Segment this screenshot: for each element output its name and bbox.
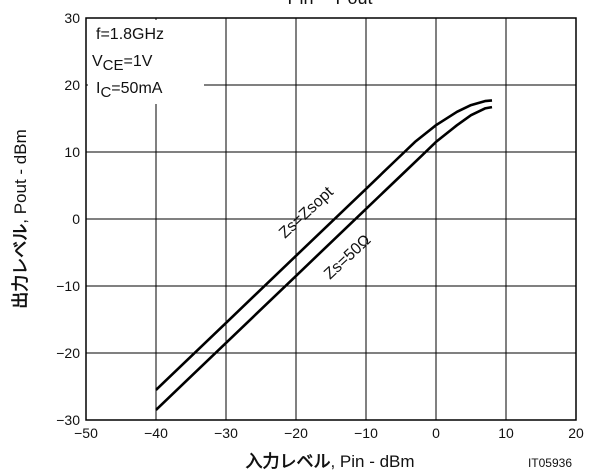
x-tick-label: −20 (284, 425, 308, 441)
x-tick-label: 0 (432, 425, 440, 441)
vce-condition: VCE=1V (92, 53, 153, 74)
series-line-50ohm (155, 105, 493, 411)
ic-condition: IC=50mA (96, 80, 163, 101)
x-tick-label: −30 (214, 425, 238, 441)
y-axis-ticks: −30 −20 −10 0 10 20 30 (56, 10, 80, 428)
y-tick-label: −20 (56, 345, 80, 361)
y-axis-label: 出力レベル, Pout - dBm (10, 129, 30, 308)
y-tick-label: −30 (56, 412, 80, 428)
x-tick-label: −40 (144, 425, 168, 441)
y-tick-label: −10 (56, 278, 80, 294)
frequency-condition: f=1.8GHz (96, 26, 164, 43)
x-axis-label: 入力レベル, Pin - dBm (245, 451, 414, 471)
y-tick-label: 30 (64, 10, 80, 26)
plot-frame (85, 17, 577, 421)
x-tick-label: −50 (74, 425, 98, 441)
y-tick-label: 10 (64, 144, 80, 160)
x-tick-label: 20 (568, 425, 584, 441)
x-tick-label: 10 (498, 425, 514, 441)
series-layer (155, 99, 493, 411)
y-tick-label: 20 (64, 77, 80, 93)
x-tick-label: −10 (354, 425, 378, 441)
x-axis-ticks: −50 −40 −30 −20 −10 0 10 20 (74, 425, 584, 441)
series-label-zsopt: Zs=Zsopt (276, 183, 337, 242)
series-line-zsopt (155, 99, 493, 391)
conditions-box (88, 20, 204, 104)
chart-title: Pin -- Pout (287, 0, 372, 8)
figure-code: IT05936 (528, 456, 572, 470)
y-tick-label: 0 (72, 211, 80, 227)
